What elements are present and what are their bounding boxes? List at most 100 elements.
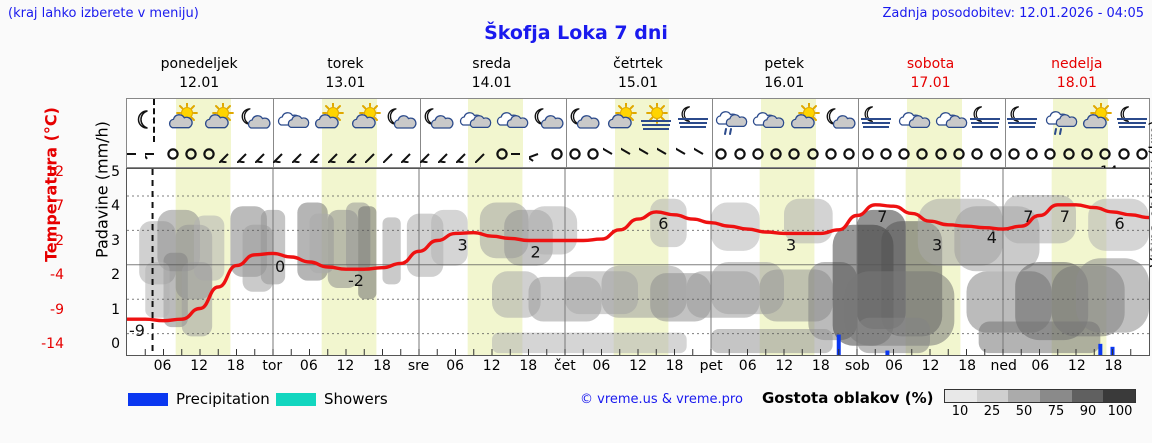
wind-calm-icon — [182, 142, 200, 166]
hour-tick-label: 06 — [738, 358, 757, 374]
moon-fog-icon — [1114, 99, 1152, 143]
hour-tick-label: 18 — [1104, 358, 1123, 374]
wind-calm-icon — [1041, 142, 1059, 166]
wind-calm-icon — [877, 142, 895, 166]
day-date: 14.01 — [471, 75, 512, 91]
cloud-density-ramp-step — [1071, 390, 1104, 402]
cloud-drizzle-icon — [1041, 99, 1079, 143]
wind-calm-icon — [804, 142, 822, 166]
wind-calm-icon — [566, 142, 584, 166]
hour-tick-label: 18 — [373, 358, 391, 374]
cloud-density-ramp-step — [1040, 390, 1072, 402]
cloud-blob — [857, 317, 930, 354]
wind-calm-icon — [950, 142, 968, 166]
day-date: 18.01 — [1056, 75, 1097, 91]
day-date: 16.01 — [764, 75, 805, 91]
copyright-text[interactable]: © vreme.us & vreme.pro — [580, 392, 743, 407]
temperature-point-label: 6 — [1115, 214, 1125, 233]
hour-tick-label: 12 — [482, 358, 501, 374]
day-separator — [273, 142, 275, 167]
moon-cloud-icon — [419, 99, 457, 143]
wind-barb-icon — [255, 142, 273, 166]
sun-cloud-icon — [163, 99, 201, 143]
wind-barb-icon — [438, 142, 456, 166]
cloud-drizzle-icon — [711, 99, 749, 143]
cloud-density-tick: 10 — [951, 404, 969, 419]
wind-barb-icon — [291, 142, 310, 166]
hour-tick-label: 12 — [921, 358, 940, 374]
temperature-point-label: 7 — [1023, 207, 1033, 226]
day-date: 15.01 — [617, 75, 659, 91]
cloud-density-ramp-step — [1008, 390, 1041, 402]
sun-cloud-icon — [785, 99, 823, 143]
wind-barb-icon — [328, 142, 346, 166]
cloud-density-tick: 90 — [1079, 404, 1097, 419]
hour-tick-label: 12 — [1067, 358, 1086, 374]
cloud-blob — [358, 206, 377, 300]
wind-calm-icon — [1060, 142, 1078, 166]
hour-tick-label: 06 — [153, 358, 172, 374]
axis-tick-label: 1 — [111, 301, 120, 318]
day-date: 12.01 — [179, 75, 220, 91]
cloud-density-ramp — [944, 389, 1136, 403]
cloud-density-ramp-step — [1103, 390, 1136, 402]
day-header-4: petek 16.01 — [711, 55, 857, 95]
wind-calm-icon — [785, 142, 803, 166]
current-time-marker — [152, 99, 155, 142]
daylight-band — [614, 142, 670, 167]
hour-tick-label: sre — [407, 358, 430, 374]
cloud-density-tick: 50 — [1015, 404, 1033, 419]
day-header-5: sobota 17.01 — [857, 55, 1003, 95]
hour-tick-label: 18 — [226, 358, 245, 374]
weather-icon-strip — [126, 98, 1150, 142]
moon-icon — [126, 99, 164, 143]
wind-barb-icon — [310, 142, 328, 166]
cloud-blob — [492, 271, 541, 318]
hour-tick-label: 06 — [299, 358, 318, 374]
temperature-point-label: 3 — [458, 235, 468, 254]
wind-calm-icon — [1096, 142, 1114, 166]
wind-calm-icon — [548, 142, 566, 166]
temperature-point-label: 4 — [987, 228, 997, 247]
precipitation-legend-swatch — [128, 393, 168, 406]
day-separator — [858, 99, 860, 142]
day-separator — [419, 142, 421, 167]
hour-tick-label: 18 — [811, 358, 830, 374]
temperature-point-label: 3 — [786, 235, 796, 254]
daylight-band — [907, 142, 963, 167]
moon-cloud-icon — [821, 99, 859, 143]
daylight-band — [613, 169, 669, 355]
hour-tick-label: ned — [990, 358, 1017, 374]
wind-calm-icon — [822, 142, 840, 166]
wind-calm-icon — [493, 142, 511, 166]
day-header-row: ponedeljek 12.01 torek 13.01 sreda 14.01 četrt… — [126, 55, 1150, 95]
day-separator — [858, 142, 860, 167]
cloud-blob — [382, 217, 401, 285]
wind-barb-icon — [511, 142, 529, 166]
hour-tick-label: 06 — [885, 358, 903, 374]
axis-tick-label: 4 — [111, 198, 120, 215]
showers-legend-swatch — [276, 393, 316, 406]
wind-calm-icon — [1005, 142, 1023, 166]
axis-tick-label: -14 — [41, 336, 64, 352]
hour-tick-label: 06 — [446, 358, 465, 374]
day-separator — [1004, 99, 1006, 142]
wind-calm-icon — [1023, 142, 1041, 166]
cloud-density-ramp-ticks: 10 25 50 75 90 100 — [944, 404, 1136, 422]
cloud-icon — [492, 99, 530, 143]
wind-calm-icon — [1133, 142, 1151, 166]
wind-calm-icon — [731, 142, 749, 166]
day-name: nedelja — [1051, 56, 1103, 72]
moon-cloud-icon — [529, 99, 567, 143]
wind-barb-icon — [456, 142, 474, 166]
hour-tick-label: 06 — [1031, 358, 1050, 374]
wind-barb-icon — [401, 142, 419, 166]
day-header-1: torek 13.01 — [272, 55, 418, 95]
hour-tick-label: pet — [699, 358, 723, 374]
cloud-density-ramp-step — [976, 390, 1009, 402]
day-name: petek — [764, 56, 805, 72]
day-header-6: nedelja 18.01 — [1004, 55, 1150, 95]
cloud-icon — [894, 99, 932, 143]
hour-tick-label: sob — [845, 358, 870, 374]
wind-barb-icon — [364, 142, 383, 166]
